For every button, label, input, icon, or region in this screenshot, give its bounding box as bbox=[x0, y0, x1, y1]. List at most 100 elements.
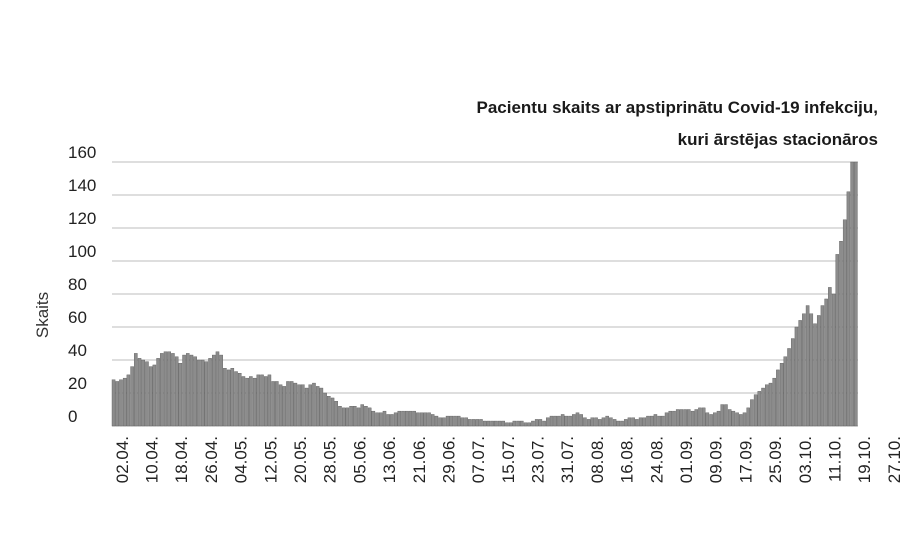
bar bbox=[141, 359, 146, 427]
bar bbox=[271, 381, 275, 427]
bar bbox=[720, 404, 724, 427]
bar bbox=[252, 377, 257, 427]
bar bbox=[601, 417, 606, 427]
bar bbox=[790, 338, 795, 427]
x-tick-label: 29.06. bbox=[440, 436, 459, 483]
bar bbox=[820, 305, 825, 427]
bar bbox=[182, 354, 186, 427]
bar bbox=[757, 391, 762, 427]
bar bbox=[783, 356, 788, 427]
x-tick-label: 11.10. bbox=[826, 436, 845, 482]
bar bbox=[538, 419, 543, 427]
x-tick-label: 15.07. bbox=[499, 436, 518, 483]
bar bbox=[649, 415, 654, 427]
bar bbox=[501, 420, 506, 427]
x-tick-label: 28.05. bbox=[321, 436, 340, 483]
bar bbox=[174, 356, 179, 427]
x-axis-ticks: 02.04. 10.04. 18.04. 26.04. 04.05. 12.05. 20.0… bbox=[113, 436, 904, 483]
bar bbox=[753, 394, 758, 427]
bar bbox=[419, 412, 424, 427]
bar bbox=[367, 407, 372, 427]
bar bbox=[241, 376, 246, 427]
bar bbox=[701, 407, 706, 427]
bar bbox=[438, 417, 442, 427]
bar bbox=[560, 414, 565, 427]
bar bbox=[486, 420, 491, 427]
bar bbox=[494, 420, 498, 427]
bar bbox=[219, 354, 223, 427]
bar bbox=[434, 415, 439, 427]
bar bbox=[208, 358, 212, 427]
bar bbox=[557, 415, 561, 427]
bar bbox=[516, 420, 520, 427]
bar bbox=[245, 377, 249, 427]
bar bbox=[379, 412, 383, 427]
bar bbox=[212, 354, 216, 427]
bar bbox=[623, 419, 628, 427]
bar bbox=[267, 374, 272, 427]
x-tick-label: 13.06. bbox=[380, 436, 399, 483]
bar bbox=[698, 407, 702, 427]
y-tick-label: 120 bbox=[68, 209, 96, 228]
bar bbox=[408, 410, 413, 427]
bar bbox=[475, 419, 480, 427]
bar bbox=[727, 409, 732, 427]
bar bbox=[479, 419, 483, 427]
bar bbox=[482, 420, 487, 427]
bar bbox=[330, 397, 335, 427]
x-tick-label: 24.08. bbox=[647, 436, 666, 483]
bar bbox=[364, 406, 368, 427]
bar bbox=[382, 410, 387, 427]
bar bbox=[668, 410, 673, 427]
x-tick-label: 31.07. bbox=[558, 436, 577, 483]
bar bbox=[327, 396, 331, 427]
bar bbox=[742, 412, 747, 427]
bar bbox=[293, 382, 298, 427]
bar bbox=[393, 412, 398, 427]
bar bbox=[549, 415, 554, 427]
bar bbox=[694, 409, 699, 427]
x-tick-label: 04.05. bbox=[232, 436, 251, 483]
bar bbox=[605, 415, 609, 427]
bar bbox=[260, 374, 264, 427]
bar bbox=[794, 326, 799, 427]
x-tick-label: 20.05. bbox=[291, 436, 310, 483]
x-tick-label: 03.10. bbox=[796, 436, 815, 483]
bar bbox=[568, 415, 572, 427]
chart-title-line-1: Pacientu skaits ar apstiprinātu Covid-19… bbox=[476, 98, 878, 117]
x-tick-label: 26.04. bbox=[202, 436, 221, 483]
bar bbox=[204, 361, 209, 427]
bar bbox=[471, 419, 476, 427]
bar bbox=[813, 323, 817, 427]
bar bbox=[635, 419, 639, 427]
bar bbox=[445, 415, 450, 427]
bar bbox=[579, 414, 583, 427]
bar bbox=[765, 384, 769, 427]
bar bbox=[523, 422, 528, 427]
bar bbox=[505, 422, 509, 427]
bar bbox=[442, 417, 446, 427]
x-tick-label: 19.10. bbox=[855, 436, 874, 483]
x-tick-label: 07.07. bbox=[469, 436, 488, 483]
x-tick-label: 16.08. bbox=[618, 436, 637, 483]
bar bbox=[405, 410, 409, 427]
bar bbox=[375, 412, 379, 427]
bar bbox=[308, 384, 313, 427]
x-tick-label: 08.08. bbox=[588, 436, 607, 483]
x-tick-label: 12.05. bbox=[261, 436, 280, 483]
bar bbox=[230, 368, 235, 427]
bar bbox=[301, 384, 305, 427]
bar bbox=[627, 417, 632, 427]
bar bbox=[750, 399, 754, 427]
bar bbox=[171, 353, 175, 427]
bar bbox=[456, 415, 461, 427]
bar bbox=[223, 368, 227, 427]
bar bbox=[675, 409, 680, 427]
bar bbox=[356, 407, 361, 427]
bar bbox=[430, 414, 435, 427]
bar bbox=[709, 414, 713, 427]
y-tick-label: 80 bbox=[68, 275, 87, 294]
bar bbox=[315, 386, 320, 427]
bar bbox=[553, 415, 557, 427]
bar bbox=[854, 161, 858, 427]
